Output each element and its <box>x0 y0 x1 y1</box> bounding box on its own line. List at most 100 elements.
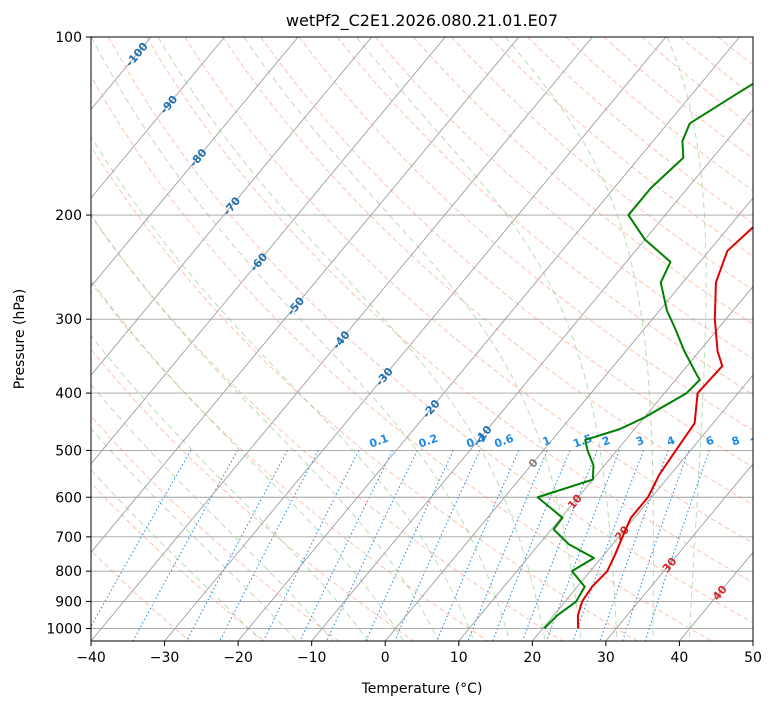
moist-adiabat <box>356 37 618 641</box>
mixing-ratio-label: 8 <box>730 434 742 449</box>
mixing-ratio-label: 0.1 <box>368 432 391 451</box>
moist-adiabat <box>157 37 546 641</box>
isotherm-line <box>237 37 740 641</box>
pressure-grid <box>91 37 753 629</box>
mixing-ratio-line <box>521 450 598 641</box>
mixing-ratio-line <box>394 450 481 641</box>
isotherm-line <box>91 37 593 641</box>
dry-adiabat <box>91 75 713 641</box>
x-tick-label: 50 <box>744 650 762 666</box>
mixing-ratio-label: 0.2 <box>417 432 440 451</box>
mixing-ratio-line <box>326 450 418 641</box>
x-tick-label: −30 <box>150 650 180 666</box>
dewpoint-profile <box>536 82 753 630</box>
mixing-ratio-line <box>262 450 360 641</box>
y-tick-label: 300 <box>55 312 82 328</box>
isotherm-line <box>752 640 753 641</box>
x-axis-ticks: −40 −30 −20 −10 0 10 20 30 40 50 <box>76 641 762 666</box>
x-tick-label: −20 <box>223 650 253 666</box>
isotherm-line <box>91 37 225 199</box>
mixing-ratio-line <box>91 450 192 628</box>
dry-adiabat <box>91 214 564 641</box>
dry-adiabat <box>756 37 775 642</box>
mixing-ratio-line <box>186 450 288 641</box>
x-tick-label: 10 <box>450 650 468 666</box>
dry-adiabat <box>146 37 753 584</box>
moist-adiabat <box>504 37 654 641</box>
x-tick-label: −10 <box>297 650 327 666</box>
mixing-ratio-line <box>132 450 239 641</box>
isotherm-line <box>91 37 520 554</box>
dry-adiabat <box>260 37 753 468</box>
mixing-ratio-line <box>644 450 710 641</box>
mixing-ratio-line <box>219 450 319 641</box>
dry-adiabat <box>91 549 191 641</box>
chart-title: wetPf2_C2E1.2026.080.21.01.E07 <box>286 11 558 31</box>
mixing-ratio-line <box>365 450 454 641</box>
dry-adiabat <box>184 37 753 544</box>
x-axis-label: Temperature (°C) <box>361 681 483 697</box>
isotherm-line <box>605 463 753 641</box>
mixing-ratio-label: 6 <box>704 434 716 449</box>
moist-adiabat <box>91 334 369 641</box>
dry-adiabats <box>91 37 775 642</box>
mixing-ratio-label: 1.5 <box>571 432 594 451</box>
isotherm-grid <box>0 37 753 641</box>
dry-adiabat <box>489 37 753 258</box>
moist-adiabat <box>91 468 262 641</box>
isotherm-line <box>311 108 753 641</box>
x-tick-label: 20 <box>523 650 541 666</box>
isotherm-line <box>679 551 753 641</box>
plot-frame <box>90 36 754 642</box>
mixing-ratio-label: 10 <box>748 432 767 450</box>
isotherm-line <box>91 37 372 376</box>
mixing-ratio-label: 0.6 <box>493 432 516 451</box>
isotherm-line <box>458 285 753 641</box>
dry-adiabat <box>603 37 753 160</box>
y-axis-label: Pressure (hPa) <box>12 289 28 389</box>
isotherm-line <box>91 37 446 465</box>
y-tick-label: 700 <box>55 530 82 546</box>
isotherm-line <box>0 37 4 641</box>
mixing-ratio-label: 3 <box>634 434 646 449</box>
profile-series <box>536 82 753 630</box>
mixing-ratio-label: 1 <box>541 434 553 449</box>
mixing-ratio-line <box>467 450 548 641</box>
mixing-ratio-line <box>599 450 669 641</box>
moist-adiabat <box>666 37 707 641</box>
mixing-ratio-line <box>572 450 644 641</box>
mixing-ratio-label: 4 <box>665 434 677 449</box>
mixing-ratio-label: 0.4 <box>465 432 488 451</box>
y-tick-label: 900 <box>55 594 82 610</box>
dry-adiabat <box>91 281 489 641</box>
y-tick-label: 500 <box>55 443 82 459</box>
y-tick-label: 400 <box>55 386 82 402</box>
dry-adiabat <box>91 415 340 641</box>
x-tick-label: 30 <box>597 650 615 666</box>
x-tick-label: −40 <box>76 650 106 666</box>
dry-adiabat <box>222 37 753 506</box>
mixing-ratio-line <box>299 450 393 641</box>
y-tick-label: 200 <box>55 208 82 224</box>
y-tick-label: 100 <box>55 30 82 46</box>
moist-adiabat <box>91 37 511 641</box>
moist-adiabat <box>243 37 582 641</box>
isotherm-label: -100 <box>123 40 151 70</box>
isotherm-line <box>91 37 299 288</box>
x-tick-label: 0 <box>381 650 390 666</box>
isotherm-line <box>164 37 667 641</box>
dry-adiabat <box>717 37 753 66</box>
isotherm-line <box>384 197 753 641</box>
moist-adiabat <box>91 383 334 641</box>
y-tick-label: 1000 <box>46 621 82 637</box>
plot-area: 0.10.20.40.611.52346810131620253036-100-… <box>0 37 775 642</box>
dry-adiabat <box>412 37 753 325</box>
temperature-profile <box>576 225 753 629</box>
y-tick-label: 800 <box>55 564 82 580</box>
moist-adiabat <box>91 214 440 641</box>
dry-adiabat <box>298 37 753 432</box>
dry-adiabat <box>451 37 753 291</box>
mixing-ratio-label: 2 <box>600 434 612 449</box>
moist-adiabats <box>91 37 707 641</box>
